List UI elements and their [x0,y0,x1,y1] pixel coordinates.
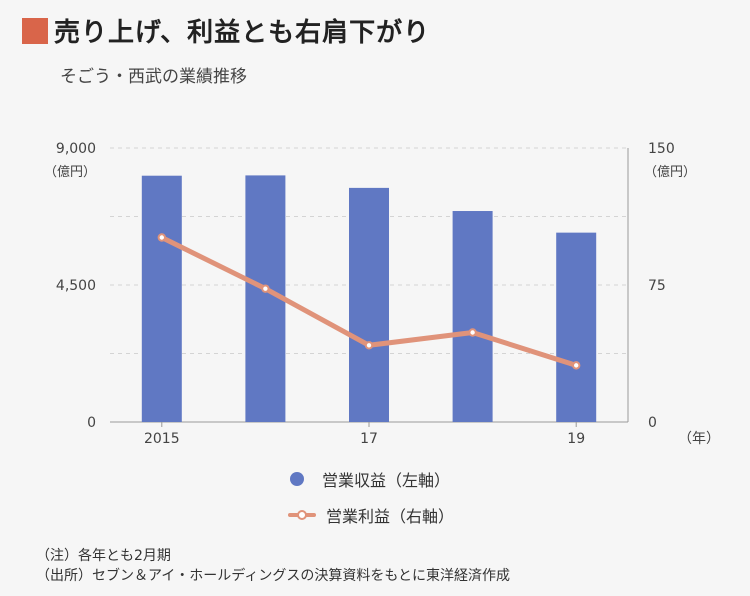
legend-line-label: 営業利益（右軸） [326,507,455,526]
chart-title: 売り上げ、利益とも右肩下がり [54,18,431,48]
chart-subtitle: そごう・西武の業績推移 [60,67,247,87]
legend-line-swatch [288,508,316,522]
footnote-period: （注）各年とも2月期 [36,548,171,564]
right-axis-tick-label: 75 [648,278,666,294]
x-axis-tick-label: 19 [567,431,585,447]
right-axis-tick-label: 0 [648,415,657,431]
legend-item-profit: 営業利益（右軸） [288,503,454,527]
legend-bar-label: 営業収益（左軸） [322,471,451,490]
chart-title-row: 売り上げ、利益とも右肩下がり [22,12,430,49]
left-axis-tick-label: 4,500 [56,278,96,294]
footnote-source: （出所）セブン＆アイ・ホールディングスの決算資料をもとに東洋経済作成 [36,568,511,584]
left-axis-unit: （億円） [44,164,96,180]
revenue-bar [556,232,597,422]
x-axis-tick-label: 17 [360,431,378,447]
profit-point [261,284,270,293]
legend-bar-swatch [290,472,304,486]
profit-point [157,233,167,242]
x-axis-tick-label: 2015 [144,431,180,447]
revenue-bar [452,211,493,422]
profit-point [364,341,374,350]
left-axis-tick-label: 0 [87,415,96,431]
title-marker [22,17,48,44]
legend-item-revenue: 営業収益（左軸） [288,467,450,491]
left-axis-tick-label: 9,000 [56,141,96,157]
profit-point [468,328,477,337]
footnotes: （注）各年とも2月期 （出所）セブン＆アイ・ホールディングスの決算資料をもとに東… [36,546,510,586]
right-axis-unit: （億円） [644,164,696,180]
revenue-bar [141,175,182,422]
x-axis-unit: （年） [678,431,720,447]
chart-area: 0 4,500 9,000 （億円） 0 75 150 （億円） 2015 17 19 （年） [44,141,720,447]
revenue-bar [349,187,389,422]
right-axis-tick-label: 150 [648,141,675,157]
profit-point [572,361,581,370]
